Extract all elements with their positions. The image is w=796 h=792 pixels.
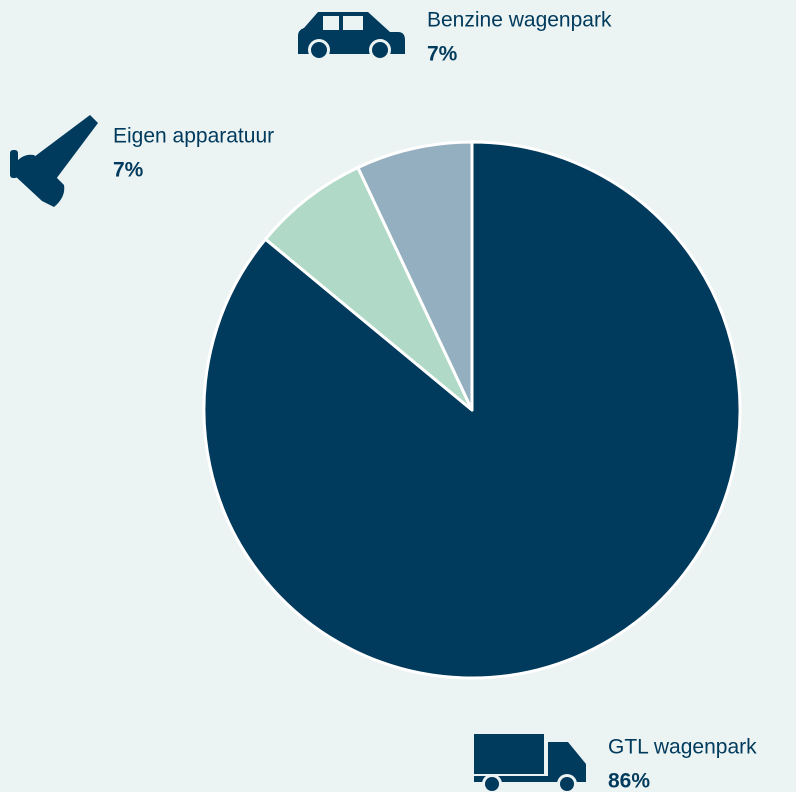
slice-value-label: 7% bbox=[427, 43, 458, 66]
chainsaw-icon bbox=[10, 115, 98, 207]
car-icon bbox=[298, 12, 405, 61]
slice-label: Eigen apparatuur bbox=[113, 125, 274, 148]
slice-value-label: 86% bbox=[608, 770, 650, 792]
truck-icon bbox=[474, 734, 586, 792]
pie-slice bbox=[264, 166, 474, 412]
slice-label: GTL wagenpark bbox=[608, 736, 757, 759]
slice-label: Benzine wagenpark bbox=[427, 9, 612, 32]
pie-slice bbox=[356, 140, 474, 412]
slice-value-label: 7% bbox=[113, 159, 144, 182]
